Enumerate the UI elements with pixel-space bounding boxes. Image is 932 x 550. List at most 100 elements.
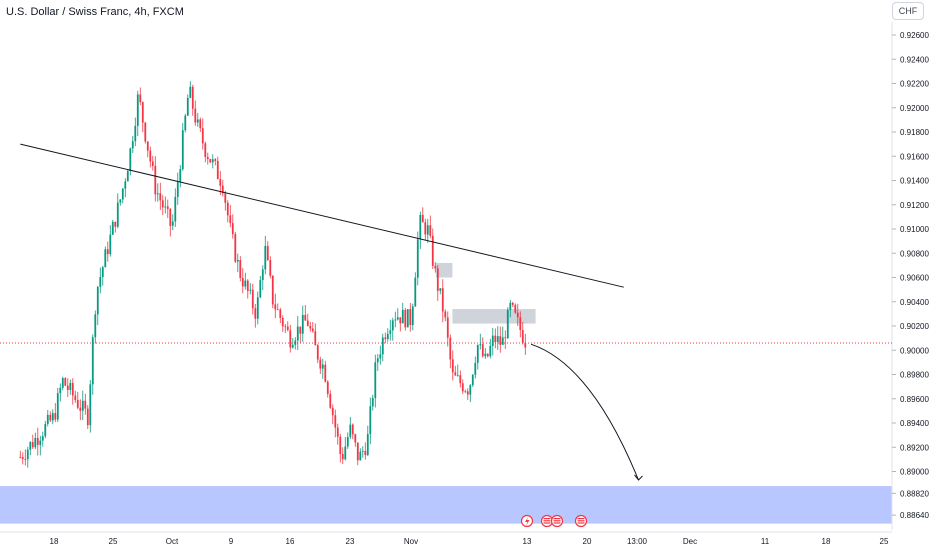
candle-down[interactable] bbox=[114, 221, 117, 227]
candle-up[interactable] bbox=[126, 171, 129, 182]
candle-up[interactable] bbox=[61, 378, 64, 388]
candle-up[interactable] bbox=[296, 326, 299, 341]
candle-up[interactable] bbox=[164, 206, 167, 208]
candle-down[interactable] bbox=[464, 391, 467, 393]
candle-down[interactable] bbox=[79, 407, 82, 411]
candle-up[interactable] bbox=[476, 345, 479, 363]
flash-icon[interactable] bbox=[520, 514, 534, 528]
candle-down[interactable] bbox=[399, 317, 402, 324]
candle-up[interactable] bbox=[99, 277, 102, 287]
candle-down[interactable] bbox=[281, 317, 284, 327]
candle-down[interactable] bbox=[329, 393, 332, 408]
candle-up[interactable] bbox=[104, 249, 107, 268]
candle-down[interactable] bbox=[339, 436, 342, 454]
candle-down[interactable] bbox=[409, 309, 412, 325]
candle-up[interactable] bbox=[501, 337, 504, 345]
candle-up[interactable] bbox=[379, 354, 382, 359]
candle-down[interactable] bbox=[274, 304, 277, 310]
trendline[interactable] bbox=[20, 143, 624, 288]
candle-up[interactable] bbox=[474, 362, 477, 375]
candle-down[interactable] bbox=[284, 326, 287, 328]
candle-down[interactable] bbox=[239, 260, 242, 278]
candle-down[interactable] bbox=[334, 415, 337, 428]
candle-down[interactable] bbox=[306, 320, 309, 326]
projection-arrow[interactable] bbox=[530, 343, 639, 481]
candle-down[interactable] bbox=[311, 328, 314, 332]
candle-up[interactable] bbox=[179, 169, 182, 183]
candle-up[interactable] bbox=[69, 383, 72, 390]
candle-down[interactable] bbox=[161, 200, 164, 208]
candle-down[interactable] bbox=[219, 179, 222, 186]
candle-up[interactable] bbox=[89, 384, 92, 426]
candle-up[interactable] bbox=[91, 337, 94, 385]
candle-down[interactable] bbox=[466, 391, 469, 395]
candle-up[interactable] bbox=[181, 130, 184, 170]
candle-down[interactable] bbox=[266, 245, 269, 261]
candle-down[interactable] bbox=[421, 214, 424, 223]
candle-down[interactable] bbox=[436, 268, 439, 291]
candle-up[interactable] bbox=[411, 306, 414, 325]
candle-down[interactable] bbox=[289, 330, 292, 348]
candle-down[interactable] bbox=[221, 185, 224, 194]
candle-down[interactable] bbox=[31, 442, 34, 448]
candle-up[interactable] bbox=[359, 451, 362, 461]
candle-down[interactable] bbox=[166, 206, 169, 209]
candle-down[interactable] bbox=[231, 223, 234, 235]
candle-down[interactable] bbox=[36, 437, 39, 445]
candle-up[interactable] bbox=[211, 159, 214, 163]
us-flag-icon[interactable] bbox=[550, 514, 564, 528]
candle-down[interactable] bbox=[271, 275, 274, 305]
candle-up[interactable] bbox=[426, 225, 429, 235]
candle-down[interactable] bbox=[444, 311, 447, 318]
candle-down[interactable] bbox=[341, 453, 344, 460]
candle-up[interactable] bbox=[176, 182, 179, 197]
candle-down[interactable] bbox=[486, 353, 489, 357]
candle-down[interactable] bbox=[144, 122, 147, 142]
candle-up[interactable] bbox=[386, 333, 389, 340]
candle-up[interactable] bbox=[29, 442, 32, 450]
candle-up[interactable] bbox=[456, 375, 459, 377]
candle-up[interactable] bbox=[96, 286, 99, 315]
candle-down[interactable] bbox=[199, 119, 202, 129]
candle-down[interactable] bbox=[499, 336, 502, 345]
candle-down[interactable] bbox=[519, 317, 522, 331]
candle-up[interactable] bbox=[414, 277, 417, 307]
candle-down[interactable] bbox=[351, 424, 354, 435]
candle-down[interactable] bbox=[431, 235, 434, 266]
candle-up[interactable] bbox=[439, 288, 442, 291]
candle-up[interactable] bbox=[471, 374, 474, 386]
candle-up[interactable] bbox=[249, 289, 252, 291]
candle-up[interactable] bbox=[121, 188, 124, 200]
candle-down[interactable] bbox=[224, 193, 227, 203]
candle-up[interactable] bbox=[376, 358, 379, 363]
candle-down[interactable] bbox=[146, 141, 149, 151]
candle-down[interactable] bbox=[459, 375, 462, 384]
candle-up[interactable] bbox=[366, 434, 369, 456]
candle-up[interactable] bbox=[34, 437, 37, 448]
candle-up[interactable] bbox=[406, 309, 409, 328]
candle-down[interactable] bbox=[84, 400, 87, 409]
candle-up[interactable] bbox=[489, 345, 492, 357]
candle-down[interactable] bbox=[404, 309, 407, 328]
candle-up[interactable] bbox=[394, 319, 397, 321]
candle-down[interactable] bbox=[19, 456, 22, 458]
candle-up[interactable] bbox=[349, 424, 352, 437]
candle-up[interactable] bbox=[44, 423, 47, 437]
candle-up[interactable] bbox=[189, 86, 192, 98]
candle-down[interactable] bbox=[384, 337, 387, 340]
candle-up[interactable] bbox=[111, 221, 114, 235]
candle-down[interactable] bbox=[141, 102, 144, 123]
candle-up[interactable] bbox=[119, 199, 122, 203]
candle-up[interactable] bbox=[129, 148, 132, 172]
candle-down[interactable] bbox=[74, 395, 77, 401]
candle-down[interactable] bbox=[66, 385, 69, 390]
candle-up[interactable] bbox=[264, 245, 267, 270]
candle-up[interactable] bbox=[496, 336, 499, 342]
candle-up[interactable] bbox=[134, 125, 137, 142]
candle-up[interactable] bbox=[361, 450, 364, 452]
candle-up[interactable] bbox=[51, 413, 54, 421]
candle-down[interactable] bbox=[214, 159, 217, 162]
candle-up[interactable] bbox=[369, 406, 372, 435]
